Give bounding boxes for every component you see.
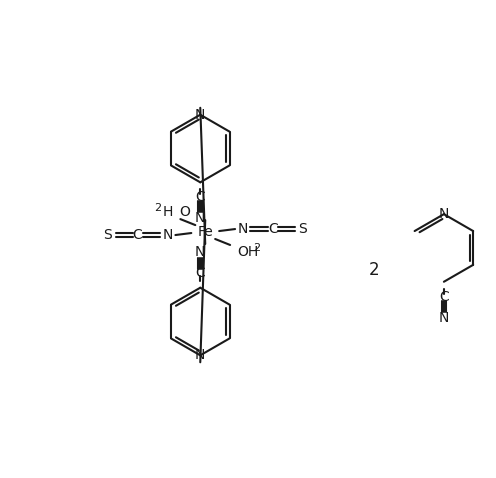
Text: 2: 2 [253,243,260,253]
Text: N: N [162,228,173,242]
Text: N: N [195,245,205,259]
Text: N: N [238,222,248,236]
Text: C: C [195,190,205,204]
Text: N: N [438,207,449,221]
Text: C: C [133,228,142,242]
Text: N: N [195,348,205,362]
Text: N: N [195,108,205,122]
Text: N: N [195,211,205,225]
Text: S: S [298,222,307,236]
Text: OH: OH [237,245,258,259]
Text: C: C [195,266,205,280]
Text: N: N [438,311,449,325]
Text: C: C [439,290,449,304]
Text: S: S [103,228,112,242]
Text: H: H [163,205,174,219]
Text: O: O [180,205,190,219]
Text: 2: 2 [369,261,379,279]
Text: 2: 2 [154,203,162,213]
Text: C: C [268,222,278,236]
Text: Fe: Fe [197,225,213,239]
